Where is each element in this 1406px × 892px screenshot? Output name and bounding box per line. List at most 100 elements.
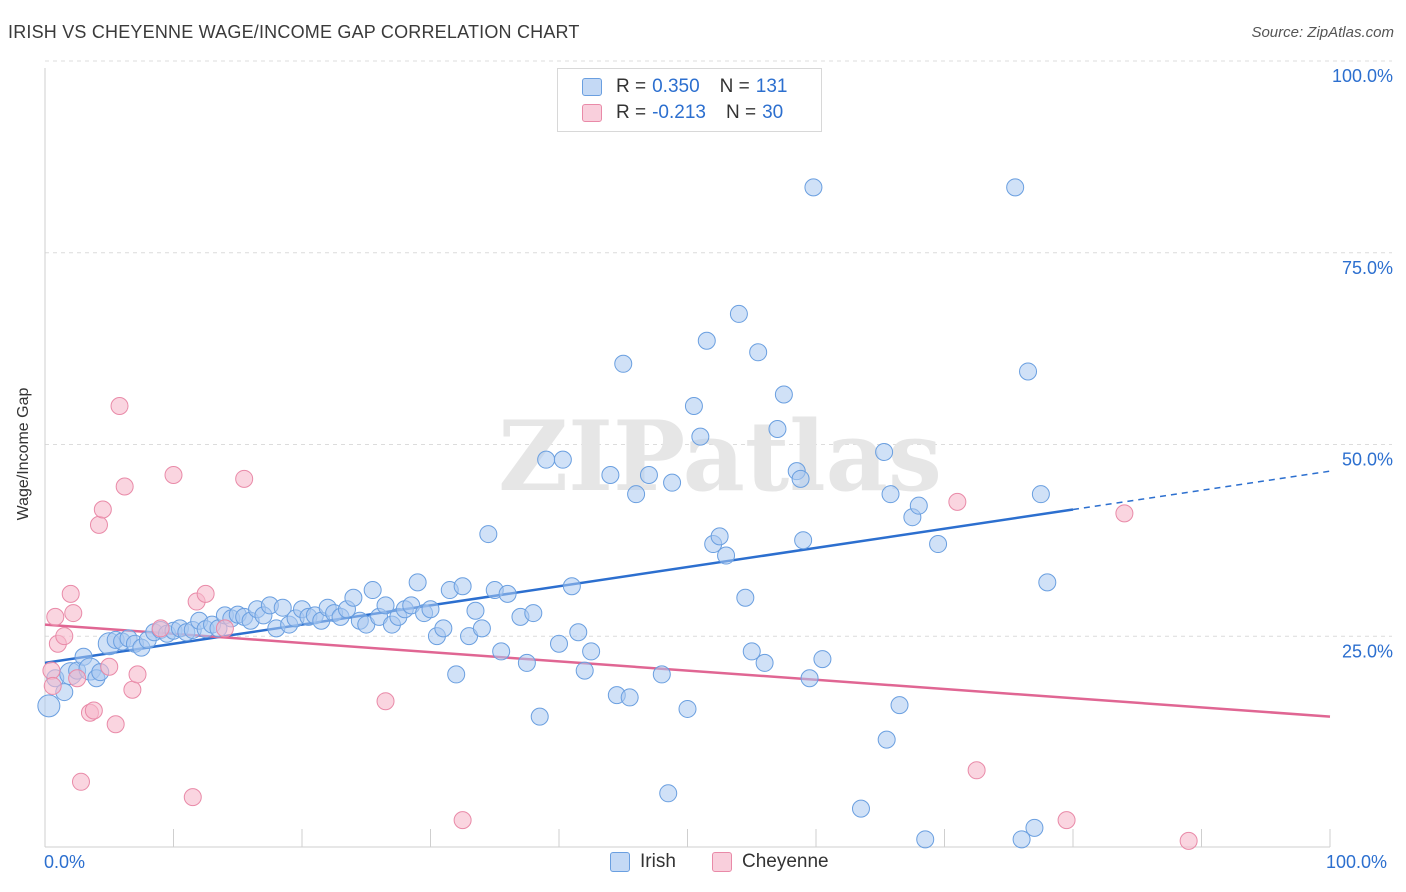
cheyenne-point	[948, 492, 967, 511]
legend-item-irish[interactable]: Irish	[610, 851, 676, 873]
irish-point	[663, 473, 682, 492]
irish-point	[1006, 178, 1025, 197]
irish-point	[929, 535, 948, 554]
irish-point	[376, 596, 395, 615]
cheyenne-point	[196, 584, 215, 603]
irish-point	[749, 343, 768, 362]
cheyenne-point	[123, 680, 142, 699]
legend-n-value: 131	[755, 76, 788, 97]
legend-n-value: 30	[762, 102, 784, 123]
irish-point	[791, 469, 810, 488]
irish-point	[1038, 573, 1057, 592]
irish-point	[1025, 818, 1044, 837]
cheyenne-legend-swatch	[712, 852, 732, 872]
irish-point	[710, 527, 729, 546]
irish-point	[877, 730, 896, 749]
irish-point	[804, 178, 823, 197]
irish-point	[813, 650, 832, 669]
source-label: Source: ZipAtlas.com	[1251, 24, 1394, 41]
cheyenne-point	[43, 676, 62, 695]
irish-swatch	[582, 78, 602, 96]
legend-row-cheyenne: R = -0.213 N = 30	[582, 100, 783, 126]
series-legend: Irish Cheyenne	[0, 851, 1406, 877]
irish-point	[498, 584, 517, 603]
irish-point	[652, 665, 671, 684]
trend-lines	[44, 470, 1331, 718]
legend-n-label: N =	[719, 76, 750, 97]
irish-point	[794, 531, 813, 550]
irish-point	[1031, 485, 1050, 504]
gridlines	[45, 60, 1392, 637]
irish-point	[774, 385, 793, 404]
irish-point	[736, 588, 755, 607]
irish-point	[408, 573, 427, 592]
irish-point	[639, 466, 658, 485]
legend-r-label: R =	[616, 102, 647, 123]
irish-point	[466, 601, 485, 620]
irish-point	[421, 600, 440, 619]
irish-point	[530, 707, 549, 726]
legend-r-value: 0.350	[652, 76, 700, 97]
irish-point	[1019, 362, 1038, 381]
irish-point	[453, 577, 472, 596]
irish-point	[851, 799, 870, 818]
irish-point	[800, 669, 819, 688]
irish-point	[344, 588, 363, 607]
cheyenne-point	[215, 619, 234, 638]
irish-trend-extension	[1072, 470, 1331, 511]
cheyenne-point	[110, 396, 129, 415]
y-tick-label: 25.0%	[1342, 641, 1393, 661]
y-tick-label: 100.0%	[1332, 66, 1393, 86]
cheyenne-trend-line	[44, 623, 1331, 718]
irish-point	[684, 396, 703, 415]
legend-item-cheyenne[interactable]: Cheyenne	[712, 851, 829, 873]
irish-point	[755, 653, 774, 672]
cheyenne-point	[42, 661, 61, 680]
cheyenne-swatch	[582, 104, 602, 122]
cheyenne-point	[1115, 504, 1134, 523]
y-tick-labels: 25.0% 50.0% 75.0% 100.0%	[1332, 66, 1393, 661]
irish-point	[524, 604, 543, 623]
irish-point	[37, 694, 61, 718]
irish-point	[697, 331, 716, 350]
y-axis-label: Wage/Income Gap	[15, 387, 32, 521]
irish-point	[273, 598, 292, 617]
cheyenne-point	[1057, 811, 1076, 830]
correlation-legend: R = 0.350 N = 131 R = -0.213 N = 30	[557, 68, 822, 132]
irish-legend-swatch	[610, 852, 630, 872]
cheyenne-point	[84, 701, 103, 720]
cheyenne-point	[128, 665, 147, 684]
legend-row-irish: R = 0.350 N = 131	[582, 74, 787, 100]
irish-point	[875, 442, 894, 461]
irish-point	[562, 577, 581, 596]
irish-point	[492, 642, 511, 661]
cheyenne-point	[61, 584, 80, 603]
cheyenne-point	[46, 607, 65, 626]
irish-point	[517, 653, 536, 672]
irish-point	[659, 784, 678, 803]
legend-n-label: N =	[725, 102, 757, 123]
legend-r-label: R =	[616, 76, 647, 97]
x-tick-label-max: 100.0%	[1326, 852, 1388, 872]
cheyenne-point	[151, 619, 170, 638]
cheyenne-point	[235, 469, 254, 488]
cheyenne-point	[100, 657, 119, 676]
irish-point	[553, 450, 572, 469]
cheyenne-point	[89, 515, 108, 534]
cheyenne-point	[93, 500, 112, 519]
irish-point	[569, 623, 588, 642]
irish-point	[575, 661, 594, 680]
cheyenne-point	[164, 466, 183, 485]
scatter-points	[37, 178, 1198, 850]
cheyenne-point	[453, 811, 472, 830]
irish-point	[363, 581, 382, 600]
irish-point	[678, 699, 697, 718]
irish-point	[627, 485, 646, 504]
cheyenne-legend-label: Cheyenne	[742, 851, 829, 872]
irish-point	[890, 696, 909, 715]
cheyenne-point	[106, 715, 125, 734]
irish-point	[620, 688, 639, 707]
irish-point	[742, 642, 761, 661]
cheyenne-point	[68, 669, 87, 688]
